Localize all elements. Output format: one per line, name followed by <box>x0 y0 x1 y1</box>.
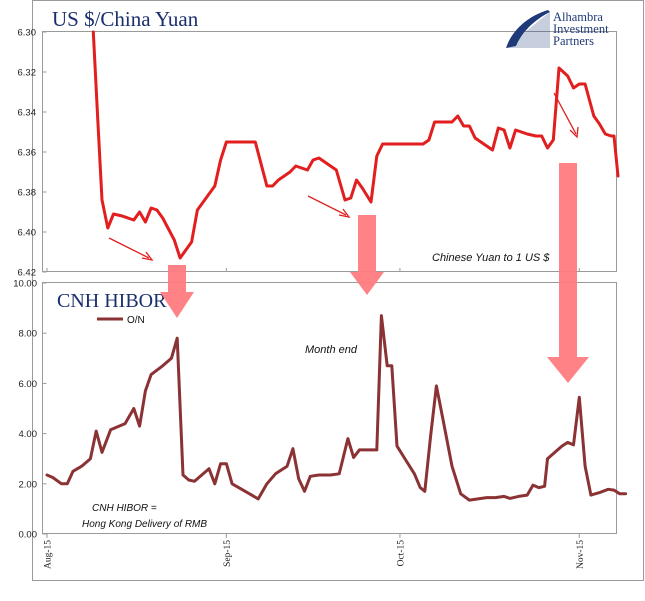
yuan-y-tick-label: 6.42 <box>18 268 37 279</box>
big-arrows <box>160 163 589 383</box>
yuan-x-ticks <box>46 268 580 272</box>
hibor-plot-area <box>42 282 617 534</box>
hibor-y-tick-label: 4.00 <box>19 429 38 440</box>
month-end-annotation: Month end <box>305 344 358 356</box>
yuan-y-tick-label: 6.32 <box>18 68 37 79</box>
yuan-y-tick-label: 6.40 <box>18 228 37 239</box>
series-usd-cny-line <box>91 30 620 260</box>
big-arrow-3 <box>547 163 589 383</box>
yuan-y-tick-label: 6.38 <box>18 188 37 199</box>
logo-shade-icon <box>506 12 550 48</box>
hibor-note-line-2: Hong Kong Delivery of RMB <box>82 519 207 530</box>
logo-arc-icon <box>506 10 550 48</box>
big-arrow-1 <box>160 265 194 318</box>
hibor-x-tick-label: Nov-15 <box>576 540 586 569</box>
hibor-x-tick-label: Oct-15 <box>396 540 406 567</box>
hibor-chart-title: CNH HIBOR <box>57 290 167 312</box>
hibor-chart: CNH HIBOR O/N 0.002.004.006.008.0010.00 … <box>13 279 628 569</box>
yuan-annotation: Chinese Yuan to 1 US $ <box>432 252 550 264</box>
hibor-y-tick-label: 6.00 <box>19 379 38 390</box>
yuan-y-tick-label: 6.34 <box>18 108 37 119</box>
hibor-x-axis: Aug-15 Sep-15 Oct-15 Nov-15 <box>44 534 586 569</box>
hibor-legend: O/N <box>97 315 145 326</box>
small-arrow-3 <box>553 92 577 135</box>
series-on-line <box>45 314 628 502</box>
yuan-y-tick-label: 6.30 <box>18 28 37 39</box>
yuan-plot-area <box>42 31 617 272</box>
yuan-y-axis: 6.30 6.32 6.34 6.36 6.38 6.40 6.42 <box>18 28 47 279</box>
hibor-y-tick-label: 10.00 <box>13 279 37 290</box>
alhambra-logo: Alhambra Investment Partners <box>506 10 609 48</box>
logo-line-3: Partners <box>553 34 594 48</box>
hibor-note-line-1: CNH HIBOR = <box>92 503 157 514</box>
small-arrows <box>108 92 579 261</box>
logo-line-1: Alhambra <box>553 10 603 24</box>
small-arrow-2 <box>307 195 347 216</box>
logo-line-2: Investment <box>553 22 609 36</box>
small-arrow-3-head <box>569 126 579 139</box>
yuan-y-tick-label: 6.36 <box>18 148 37 159</box>
yuan-chart-title: US $/China Yuan <box>52 7 199 31</box>
hibor-y-tick-label: 8.00 <box>19 329 38 340</box>
yuan-chart: US $/China Yuan 6.30 6.32 6.34 6.36 6.38 6.40… <box>18 7 620 279</box>
hibor-x-tick-label: Sep-15 <box>223 540 233 567</box>
hibor-legend-label: O/N <box>127 315 145 326</box>
small-arrow-1 <box>108 237 150 259</box>
hibor-y-tick-label: 2.00 <box>19 479 38 490</box>
hibor-y-axis: 0.00 2.00 4.00 6.00 8.00 10.00 <box>13 279 47 541</box>
big-arrow-2 <box>350 215 384 295</box>
small-arrow-2-head <box>338 208 351 218</box>
hibor-y-tick-label: 0.00 <box>19 530 38 541</box>
small-arrow-1-head <box>141 251 154 261</box>
hibor-x-tick-label: Aug-15 <box>44 540 54 569</box>
